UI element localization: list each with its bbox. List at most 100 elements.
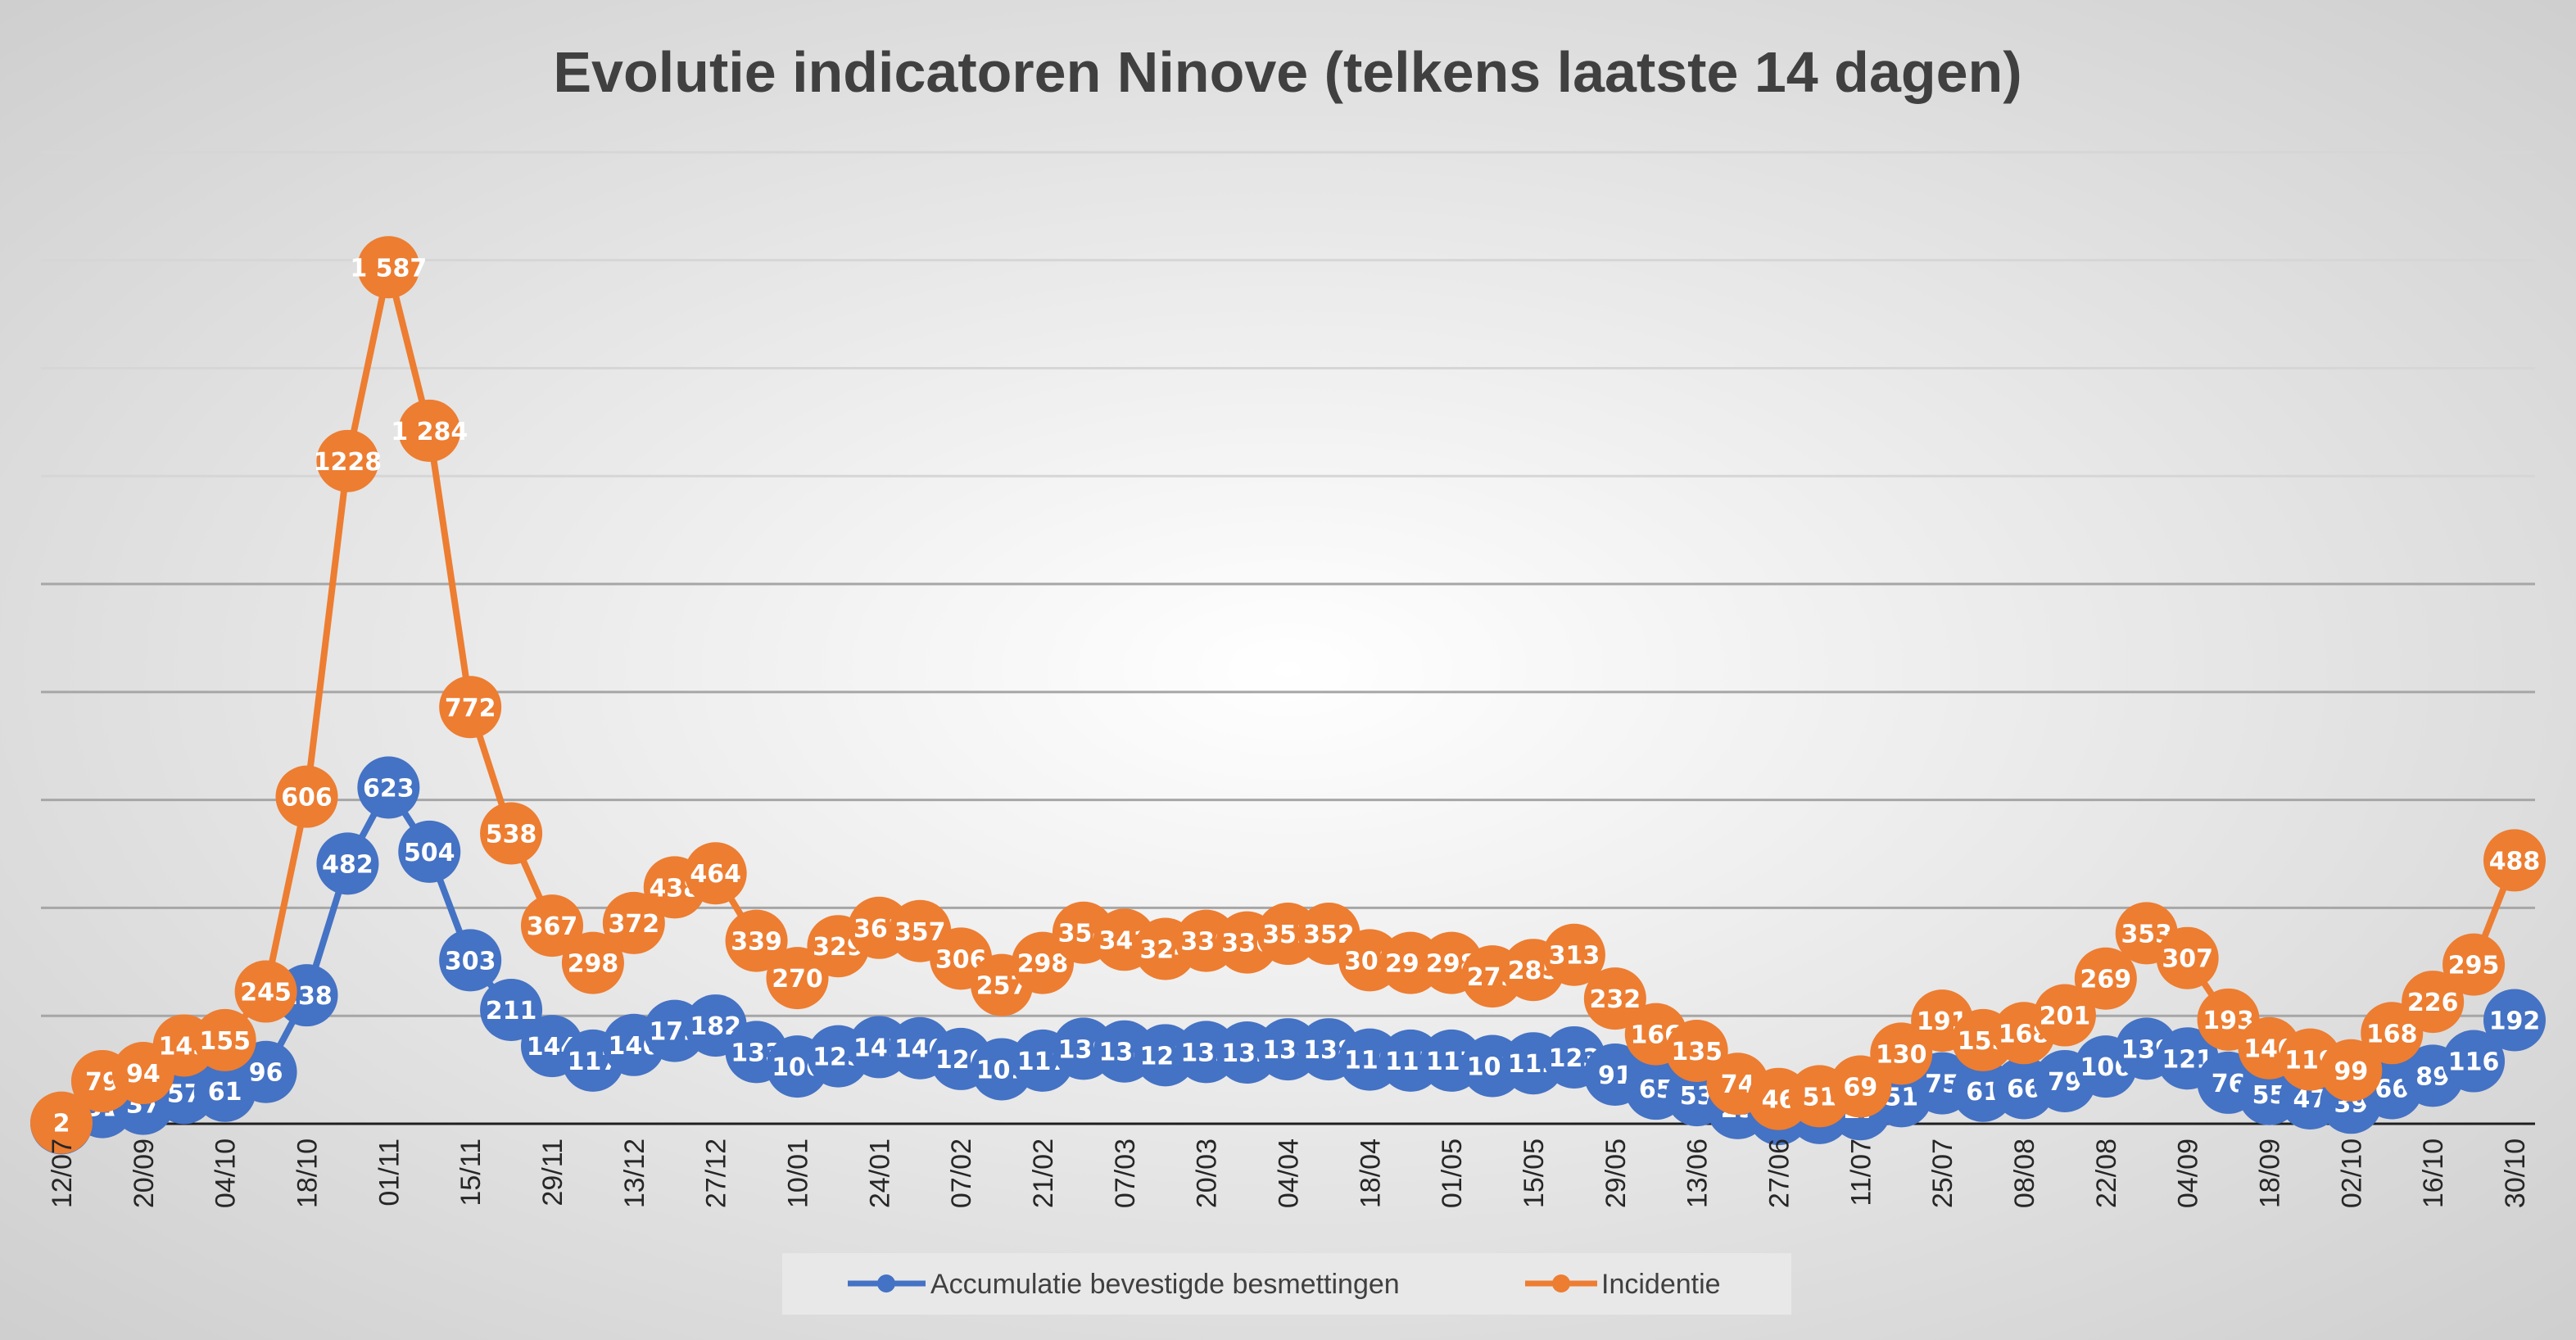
x-tick-label: 16/10 [2418, 1139, 2449, 1208]
data-point[interactable] [316, 832, 379, 895]
data-point[interactable] [2483, 989, 2546, 1052]
x-tick-label: 21/02 [1028, 1139, 1059, 1208]
data-label: 298 [568, 950, 619, 979]
x-tick-label: 20/09 [129, 1139, 160, 1208]
data-point[interactable] [398, 399, 461, 462]
x-tick-label: 15/11 [455, 1139, 487, 1206]
x-tick-label: 15/05 [1519, 1139, 1550, 1208]
data-label: 192 [2489, 1007, 2541, 1035]
data-point[interactable] [439, 676, 502, 739]
data-label: 488 [2489, 847, 2541, 876]
data-point[interactable] [2156, 926, 2219, 989]
legend-item-accumulatie[interactable]: Accumulatie bevestigde besmettingen [848, 1269, 1400, 1300]
x-tick-label: 24/01 [864, 1139, 895, 1208]
data-point[interactable] [439, 929, 502, 992]
data-point[interactable] [1542, 923, 1605, 986]
x-tick-label: 10/01 [783, 1139, 814, 1208]
data-point[interactable] [2442, 1030, 2506, 1093]
data-label: 307 [2162, 945, 2213, 974]
data-point[interactable] [398, 820, 461, 883]
data-point[interactable] [2442, 933, 2506, 996]
data-label: 504 [404, 839, 455, 867]
data-point[interactable] [316, 429, 379, 492]
data-label: 339 [731, 928, 782, 957]
data-label: 99 [2334, 1057, 2368, 1086]
x-tick-label: 18/10 [292, 1139, 324, 1208]
x-tick-label: 01/11 [373, 1139, 405, 1206]
legend-label-accumulatie: Accumulatie bevestigde besmettingen [930, 1269, 1400, 1300]
data-label: 270 [772, 965, 823, 994]
data-point[interactable] [602, 891, 665, 954]
x-axis-ticks: 12/07 20/09 04/10 18/10 01/11 15/11 29/11 13/12… [47, 1139, 2531, 1208]
data-point[interactable] [561, 931, 624, 994]
data-point[interactable] [521, 894, 583, 957]
legend-item-incidentie[interactable]: Incidentie [1525, 1269, 1721, 1300]
data-point[interactable] [275, 765, 338, 828]
data-label: 1228 [314, 448, 383, 477]
x-tick-label: 07/02 [946, 1139, 977, 1208]
data-point[interactable] [2320, 1039, 2383, 1102]
x-tick-label: 04/10 [211, 1139, 242, 1208]
data-label: 313 [1549, 942, 1600, 971]
data-label: 226 [2407, 989, 2459, 1017]
x-tick-label: 25/07 [1927, 1139, 1958, 1208]
data-point[interactable] [2033, 984, 2096, 1047]
data-point[interactable] [193, 1008, 256, 1071]
data-point[interactable] [1583, 967, 1646, 1030]
data-point[interactable] [2483, 829, 2546, 892]
x-tick-label: 04/09 [2173, 1139, 2204, 1208]
data-label: 623 [363, 774, 414, 803]
x-tick-label: 29/05 [1600, 1139, 1632, 1208]
data-label: 298 [1017, 950, 1069, 979]
data-label: 772 [445, 694, 496, 722]
data-label: 69 [1843, 1074, 1877, 1102]
legend-marker-accumulatie-dot [877, 1274, 895, 1292]
data-point[interactable] [684, 842, 747, 905]
x-tick-label: 11/07 [1845, 1139, 1877, 1206]
data-point[interactable] [2402, 971, 2465, 1034]
data-label: 116 [2448, 1048, 2500, 1077]
data-point[interactable] [30, 1091, 93, 1154]
x-tick-label: 27/06 [1764, 1139, 1795, 1208]
data-label: 482 [322, 850, 373, 879]
data-label: 372 [609, 910, 660, 939]
data-label: 367 [527, 912, 578, 941]
x-tick-label: 13/06 [1682, 1139, 1714, 1208]
x-tick-label: 20/03 [1192, 1139, 1223, 1208]
data-label: 269 [2080, 966, 2132, 994]
data-label: 94 [126, 1060, 161, 1089]
x-tick-label: 29/11 [537, 1139, 568, 1206]
data-point[interactable] [234, 960, 297, 1023]
legend-label-incidentie: Incidentie [1601, 1269, 1721, 1300]
x-tick-label: 13/12 [619, 1139, 650, 1208]
x-tick-label: 01/05 [1437, 1139, 1468, 1208]
data-label: 538 [486, 820, 537, 849]
data-label: 155 [199, 1027, 251, 1056]
data-label: 245 [240, 979, 292, 1007]
data-point[interactable] [480, 978, 543, 1041]
x-tick-label: 12/07 [47, 1139, 78, 1208]
data-label: 1 284 [391, 418, 468, 446]
data-label: 201 [2040, 1003, 2091, 1031]
data-point[interactable] [725, 909, 788, 972]
data-point[interactable] [357, 756, 420, 819]
x-tick-label: 08/08 [2009, 1139, 2040, 1208]
data-label: 232 [1590, 985, 1641, 1014]
x-tick-label: 18/04 [1355, 1139, 1386, 1208]
data-point[interactable] [357, 236, 420, 299]
data-label: 168 [2366, 1020, 2418, 1048]
data-point[interactable] [480, 802, 543, 865]
data-label: 96 [249, 1059, 283, 1088]
x-tick-label: 30/10 [2500, 1139, 2531, 1208]
x-tick-label: 27/12 [701, 1139, 732, 1208]
x-tick-label: 22/08 [2091, 1139, 2122, 1208]
legend-marker-incidentie-dot [1552, 1274, 1570, 1292]
legend: Accumulatie bevestigde besmettingen Inci… [782, 1253, 1791, 1315]
data-label: 1 587 [350, 254, 427, 283]
data-point[interactable] [2074, 947, 2137, 1010]
x-tick-label: 07/03 [1110, 1139, 1141, 1208]
data-label: 295 [2448, 952, 2500, 980]
